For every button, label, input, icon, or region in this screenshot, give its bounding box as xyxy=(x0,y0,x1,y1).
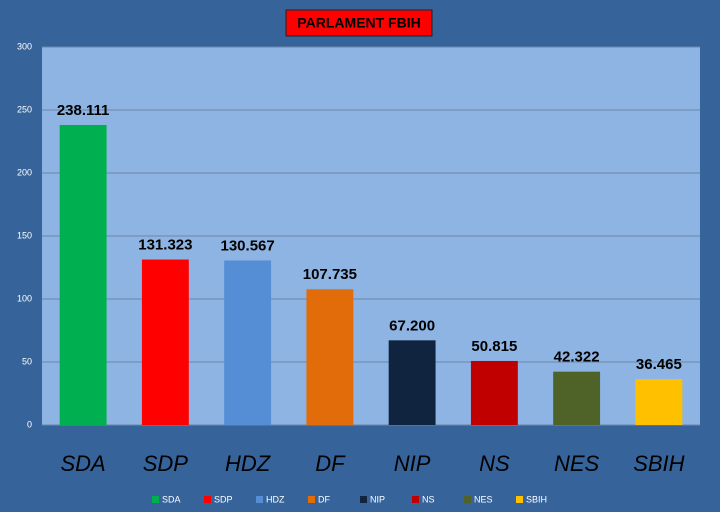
legend-swatch xyxy=(464,496,471,503)
legend-swatch xyxy=(412,496,419,503)
value-label: 107.735 xyxy=(303,266,357,283)
legend-swatch xyxy=(516,496,523,503)
legend-label: NIP xyxy=(370,494,385,504)
chart-title: PARLAMENT FBIH xyxy=(297,15,420,31)
legend-swatch xyxy=(204,496,211,503)
legend-label: DF xyxy=(318,494,330,504)
value-label: 36.465 xyxy=(636,356,682,373)
value-label: 131.323 xyxy=(138,237,192,254)
value-label: 238.111 xyxy=(57,102,110,119)
x-tick-label: NIP xyxy=(394,451,431,476)
x-tick-label: HDZ xyxy=(225,451,272,476)
bar xyxy=(388,340,436,425)
bar xyxy=(635,379,683,425)
bar xyxy=(59,124,107,426)
bar xyxy=(306,289,354,425)
y-tick-label: 100 xyxy=(17,293,32,303)
y-tick-label: 0 xyxy=(27,419,32,429)
y-tick-label: 250 xyxy=(17,104,32,114)
legend-swatch xyxy=(256,496,263,503)
bar xyxy=(224,260,272,425)
value-label: 50.815 xyxy=(471,338,517,355)
title-box xyxy=(285,9,433,37)
legend-label: SDP xyxy=(214,494,233,504)
legend-label: HDZ xyxy=(266,494,285,504)
y-tick-label: 50 xyxy=(22,356,32,366)
x-tick-label: NES xyxy=(554,451,600,476)
x-tick-label: DF xyxy=(315,451,346,476)
bar xyxy=(470,360,518,425)
y-tick-label: 300 xyxy=(17,41,32,51)
y-tick-label: 200 xyxy=(17,167,32,177)
legend-swatch xyxy=(152,496,159,503)
x-tick-label: NS xyxy=(479,451,510,476)
x-tick-label: SDA xyxy=(61,451,106,476)
bar xyxy=(141,259,189,425)
value-label: 42.322 xyxy=(554,349,600,366)
y-tick-label: 150 xyxy=(17,230,32,240)
legend-label: NES xyxy=(474,494,493,504)
legend-swatch xyxy=(360,496,367,503)
x-tick-label: SBIH xyxy=(633,451,684,476)
value-label: 67.200 xyxy=(389,317,435,334)
legend-label: SBIH xyxy=(526,494,547,504)
value-label: 130.567 xyxy=(221,237,275,254)
bar xyxy=(553,371,601,425)
legend-label: SDA xyxy=(162,494,181,504)
x-tick-label: SDP xyxy=(143,451,189,476)
legend-swatch xyxy=(308,496,315,503)
legend-label: NS xyxy=(422,494,435,504)
